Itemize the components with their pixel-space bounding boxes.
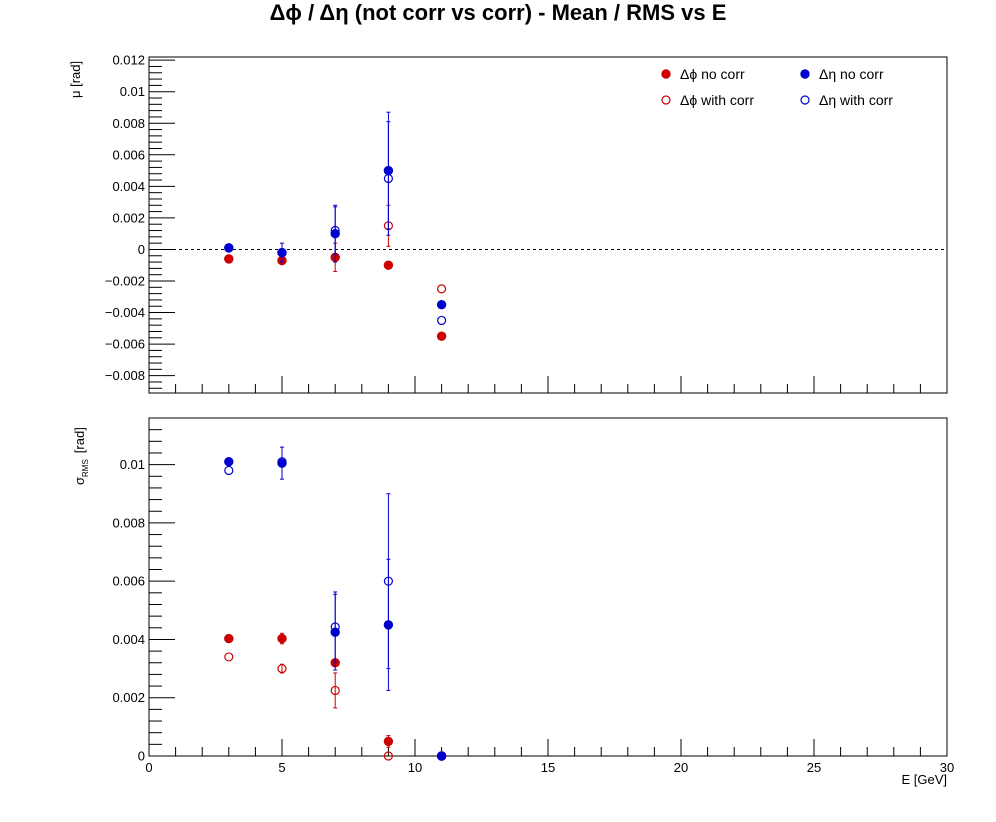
mean-y-tick-label: −0.008 — [105, 368, 145, 383]
data-point — [383, 173, 393, 184]
mean-y-tick-label: 0.006 — [112, 147, 145, 162]
x-tick-label: 20 — [674, 760, 688, 775]
mean-panel: −0.008 −0.006 −0.004 −0.002 0 0.002 0.004 0.006… — [68, 53, 948, 394]
chart-title: Δϕ / Δη (not corr vs corr) - Mean / RMS … — [270, 0, 727, 25]
y-axis-label-subscript: RMS — [81, 459, 90, 477]
y-axis-label-symbol: σ — [72, 477, 87, 485]
data-point — [224, 254, 234, 264]
data-point — [277, 663, 287, 674]
data-point — [383, 751, 393, 761]
mean-y-tick-label: 0.008 — [112, 116, 145, 131]
legend-marker — [661, 95, 671, 105]
rms-y-tick-label: 0.004 — [112, 632, 145, 647]
x-tick-label: 15 — [541, 760, 555, 775]
data-point — [383, 260, 394, 270]
data-point — [330, 225, 340, 236]
rms-y-tick-label: 0.006 — [112, 574, 145, 589]
x-tick-label: 5 — [278, 760, 285, 775]
data-point — [437, 284, 447, 294]
data-point — [383, 576, 393, 586]
mean-y-tick-label: −0.004 — [105, 305, 145, 320]
legend: Δϕ no corr Δη no corr Δϕ with corr Δη with … — [661, 66, 893, 108]
legend-marker — [661, 69, 671, 79]
x-tick-label: 25 — [807, 760, 821, 775]
legend-label: Δη with corr — [819, 92, 893, 108]
data-point — [436, 299, 447, 310]
data-point — [437, 315, 447, 326]
rms-y-tick-label: 0 — [138, 749, 145, 764]
data-point — [330, 622, 340, 632]
legend-entry: Δϕ with corr — [661, 92, 754, 108]
mean-y-tick-label: 0.01 — [120, 84, 145, 99]
data-point — [330, 685, 340, 696]
data-point — [224, 243, 234, 253]
data-point — [224, 465, 234, 476]
rms-series-eta-open — [224, 457, 447, 761]
legend-label: Δϕ no corr — [680, 66, 745, 82]
data-point — [437, 751, 447, 761]
legend-entry: Δϕ no corr — [661, 66, 745, 82]
data-point — [383, 736, 394, 747]
mean-y-tick-label: 0.004 — [112, 179, 145, 194]
legend-marker — [800, 69, 810, 79]
x-tick-label: 10 — [408, 760, 422, 775]
legend-marker — [800, 95, 810, 105]
mean-y-tick-label: 0 — [138, 242, 145, 257]
data-point — [224, 633, 234, 644]
x-tick-label: 30 — [940, 760, 954, 775]
data-point — [436, 331, 447, 341]
y-axis-label: σRMS [rad] — [72, 427, 90, 485]
rms-y-tick-label: 0.002 — [112, 690, 145, 705]
legend-label: Δη no corr — [819, 66, 884, 82]
rms-y-tick-label: 0.008 — [112, 515, 145, 530]
legend-label: Δϕ with corr — [680, 92, 754, 108]
data-point — [224, 457, 234, 467]
rms-panel: 0 0.002 0.004 0.006 0.008 0.01 σRMS [rad] 0 5 10 15… — [72, 417, 954, 787]
mean-y-tick-label: −0.006 — [105, 337, 145, 352]
data-point — [277, 248, 287, 258]
y-axis-label: μ [rad] — [68, 61, 83, 98]
x-tick-label: 0 — [145, 760, 152, 775]
mean-y-tick-label: −0.002 — [105, 274, 145, 289]
data-point — [277, 457, 287, 467]
x-axis-label: E [GeV] — [901, 772, 947, 787]
legend-entry: Δη with corr — [800, 92, 893, 108]
mean-series-eta-open — [224, 121, 447, 326]
rms-y-tick-label: 0.01 — [120, 457, 145, 472]
legend-entry: Δη no corr — [800, 66, 884, 82]
mean-y-tick-label: 0.002 — [112, 210, 145, 225]
y-axis-label-unit: [rad] — [72, 427, 87, 453]
mean-y-tick-label: 0.012 — [112, 53, 145, 68]
data-point — [224, 652, 234, 662]
data-point — [277, 633, 287, 644]
